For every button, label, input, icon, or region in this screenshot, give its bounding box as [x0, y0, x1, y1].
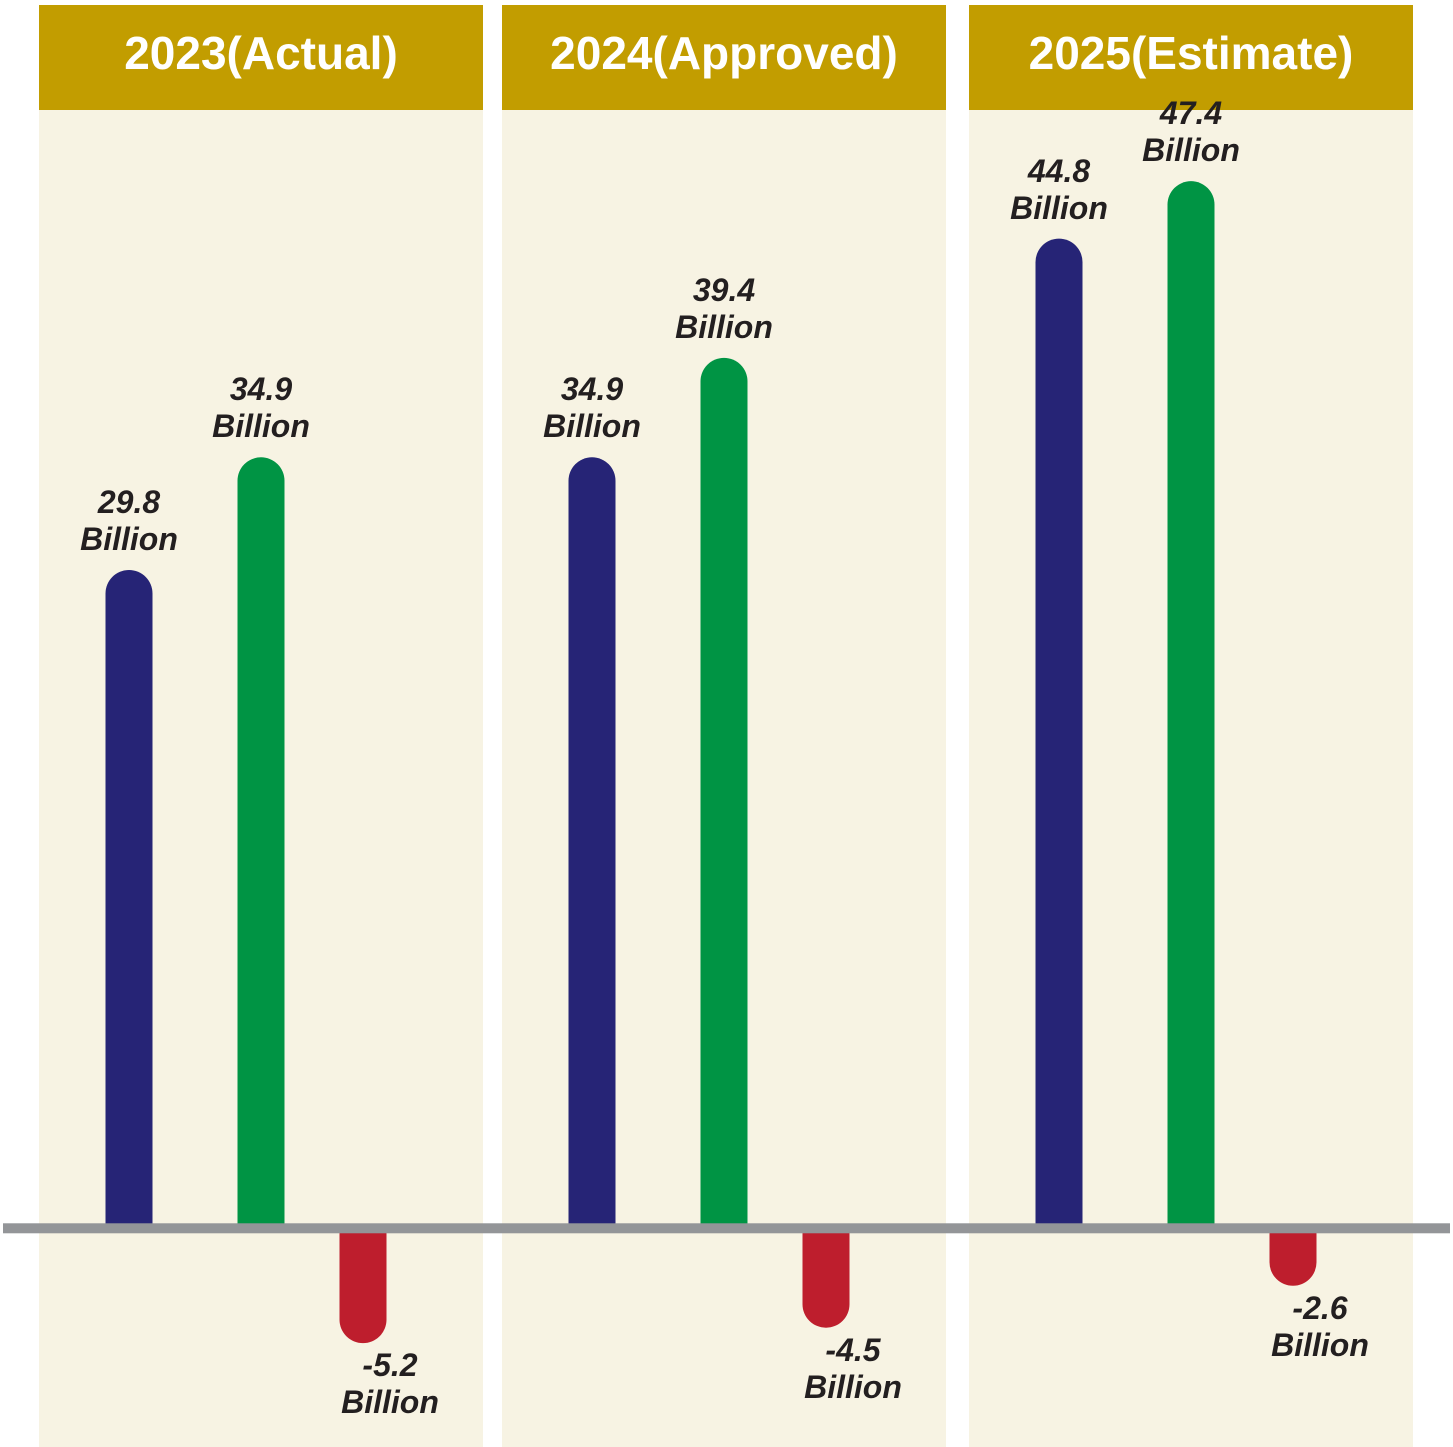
zero-axis: [3, 1223, 1450, 1234]
panel-header: [502, 5, 946, 110]
panel-title: 2023(Actual): [124, 27, 398, 79]
value-label: -4.5 Billion: [804, 1331, 902, 1405]
panel-header: [39, 5, 483, 110]
bar: [700, 357, 748, 1229]
bar: [237, 457, 285, 1229]
panel-title: 2024(Approved): [550, 27, 898, 79]
value-label: 47.4 Billion: [1142, 95, 1240, 169]
bar: [105, 569, 153, 1229]
value-label: 44.8 Billion: [1010, 152, 1108, 226]
bar: [339, 1228, 387, 1344]
value-label: 34.9 Billion: [543, 371, 641, 445]
value-label: -5.2 Billion: [341, 1347, 439, 1421]
value-label: 39.4 Billion: [675, 271, 773, 345]
value-label: 34.9 Billion: [212, 371, 310, 445]
value-label: -2.6 Billion: [1271, 1289, 1369, 1363]
bar: [1167, 181, 1215, 1229]
bar: [1269, 1228, 1317, 1286]
panel-title: 2025(Estimate): [1029, 27, 1354, 79]
panel-header: [969, 5, 1413, 110]
bar: [568, 457, 616, 1229]
bar: [1035, 238, 1083, 1229]
value-label: 29.8 Billion: [80, 483, 178, 557]
bar: [802, 1228, 850, 1328]
